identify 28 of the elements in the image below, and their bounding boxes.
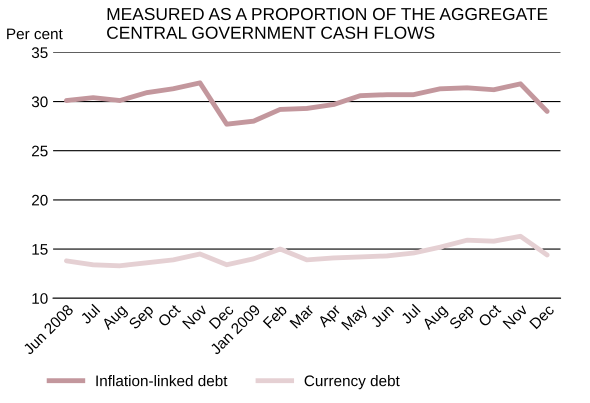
x-tick-label: Nov	[502, 304, 528, 330]
x-tick-label: Aug	[101, 304, 130, 332]
chart-title: MEASURED AS A PROPORTION OF THE AGGREGATE CENTRAL GOVERNMENT CASH FLOWS	[107, 8, 548, 39]
line-series	[64, 234, 550, 268]
x-tick-label: Oct	[478, 303, 502, 328]
legend-label: Currency debt	[304, 375, 400, 390]
x-tick-label: Sep	[448, 304, 477, 332]
x-tick-label: Nov	[182, 304, 208, 330]
x-tick-label: Oct	[157, 303, 182, 328]
x-tick-label: Dec	[208, 304, 234, 330]
x-tick-label: Feb	[262, 304, 288, 329]
y-axis-title: Per cent	[7, 28, 63, 40]
x-tick-label: Jul	[80, 304, 100, 325]
x-tick-label: Dec	[529, 304, 555, 330]
line-series	[64, 80, 550, 127]
x-tick-label: May	[341, 303, 370, 333]
x-tick-label: Jun	[370, 304, 394, 328]
y-tick-label: 30	[32, 96, 48, 108]
x-tick-label: Mar	[289, 304, 315, 329]
y-tick-label: 25	[32, 146, 48, 156]
x-tick-label: Jul	[400, 304, 421, 325]
x-tick-label: Aug	[422, 304, 450, 332]
y-tick-label: 10	[32, 293, 48, 304]
y-tick-label: 35	[32, 47, 48, 58]
y-tick-label: 15	[32, 244, 48, 255]
legend-label: Inflation-linked debt	[96, 375, 228, 386]
y-tick-label: 20	[32, 194, 48, 206]
x-tick-label: Sep	[128, 304, 156, 332]
